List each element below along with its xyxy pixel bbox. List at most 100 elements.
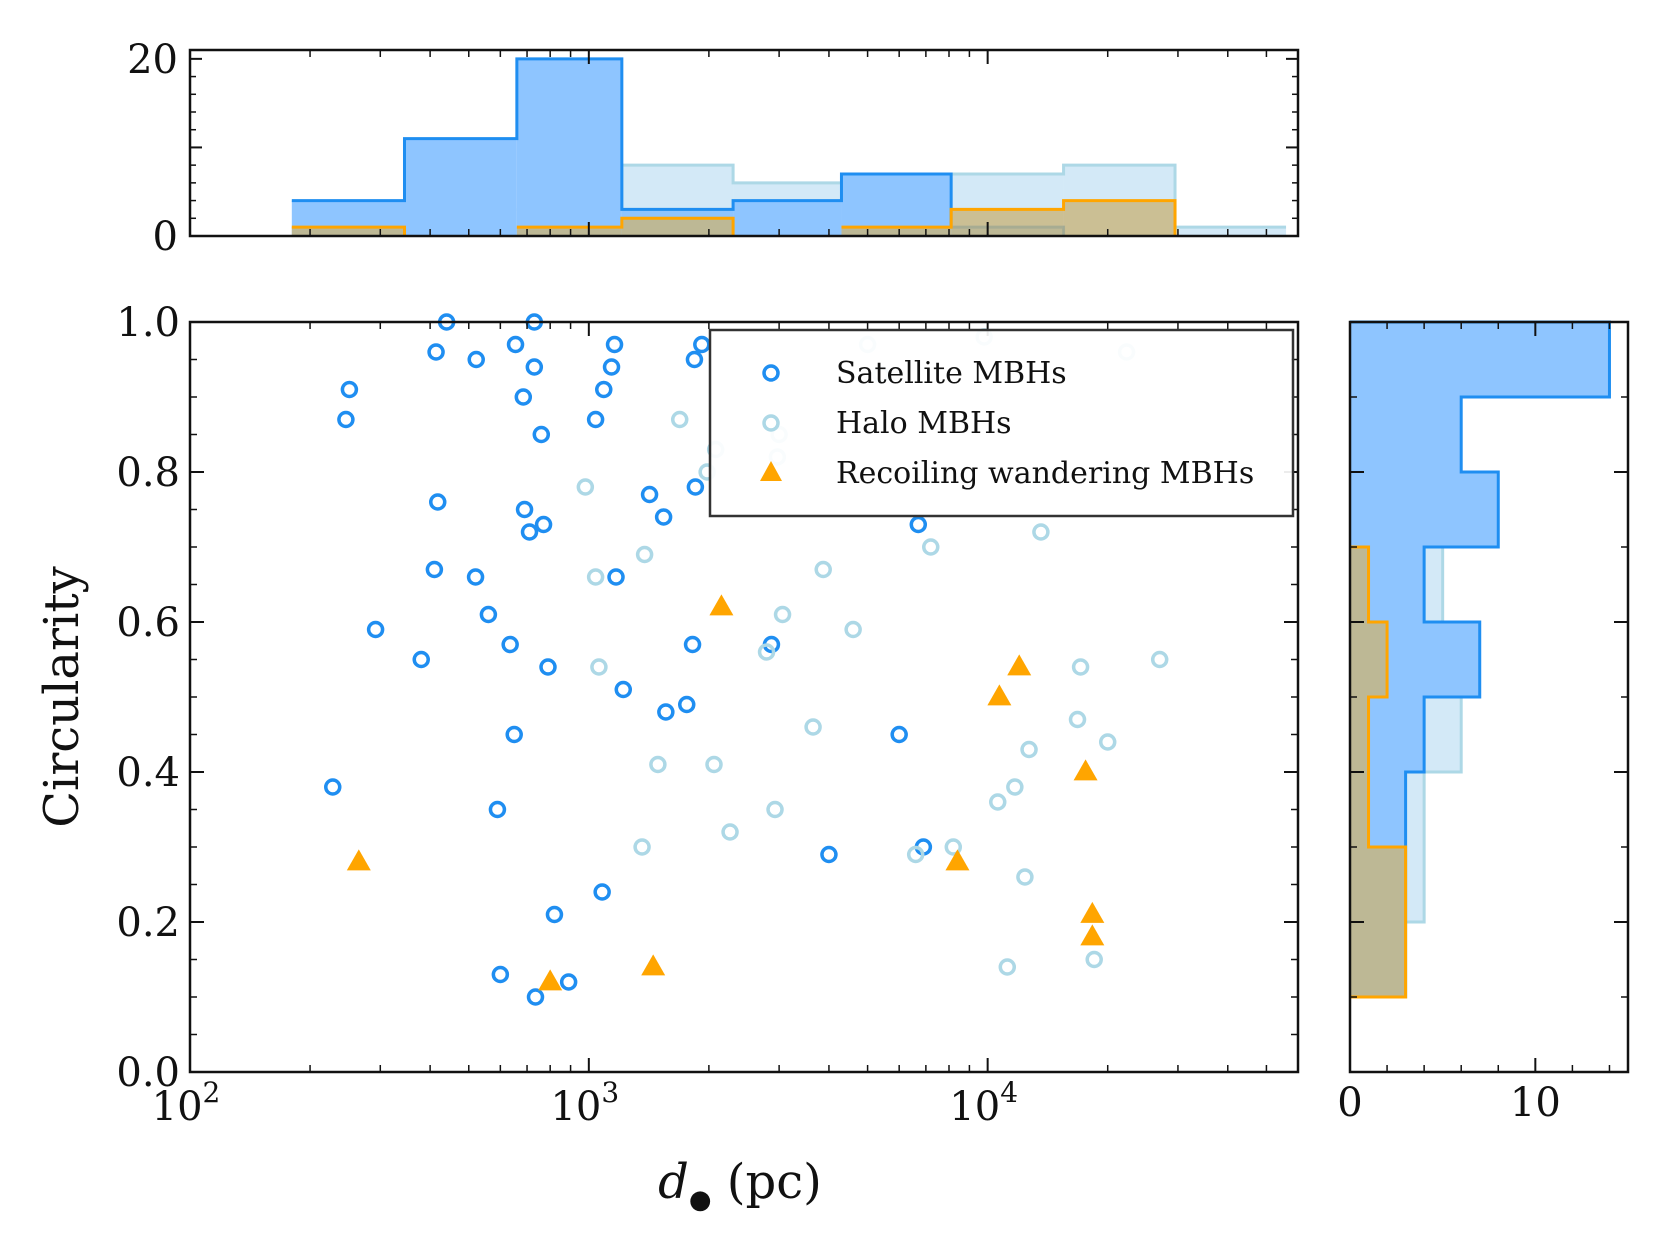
point-satellite-mbhs	[890, 725, 908, 744]
point-recoiling-wandering-mbhs	[641, 954, 666, 976]
point-satellite-mbhs	[593, 883, 611, 901]
point-halo-mbhs	[590, 658, 608, 676]
y-tick-label: 0.0	[116, 1050, 180, 1096]
top-hist-ytick-label: 20	[127, 37, 178, 83]
x-tick-label-exponent: 4	[1000, 1076, 1018, 1109]
point-halo-mbhs	[1032, 523, 1050, 541]
top-hist-ytick-label: 0	[153, 214, 178, 260]
point-halo-mbhs	[705, 755, 723, 774]
point-satellite-mbhs	[545, 905, 564, 924]
x-tick-label-base: 10	[949, 1084, 1000, 1130]
top-hist-bar-recoiling-wandering-mbhs	[951, 209, 1064, 236]
point-recoiling-wandering-mbhs	[1007, 654, 1032, 676]
right-hist-outline-recoiling-wandering-mbhs	[1350, 545, 1408, 999]
point-recoiling-wandering-mbhs	[945, 849, 970, 871]
point-satellite-mbhs	[520, 523, 539, 541]
point-satellite-mbhs	[337, 410, 355, 429]
right-hist-bar-recoiling-wandering-mbhs	[1350, 547, 1369, 622]
right-hist-bar-satellite-mbhs	[1350, 322, 1610, 397]
point-halo-mbhs	[1016, 868, 1034, 886]
top-hist-bar-satellite-mbhs	[516, 58, 622, 236]
right-histogram: 0 10	[1337, 320, 1630, 1126]
x-tick-label: 103	[550, 1076, 619, 1130]
y-tick-label: 0.6	[116, 600, 180, 646]
point-halo-mbhs	[773, 605, 792, 624]
x-tick-label-exponent: 3	[601, 1076, 619, 1109]
point-halo-mbhs	[757, 643, 776, 661]
top-hist-bar-recoiling-wandering-mbhs	[621, 218, 734, 236]
point-halo-mbhs	[814, 560, 832, 579]
top-hist-frame	[188, 48, 1300, 238]
x-axis-title-var: d	[658, 1154, 689, 1210]
right-hist-bar-recoiling-wandering-mbhs	[1350, 697, 1369, 772]
point-halo-mbhs	[1020, 740, 1038, 759]
point-satellite-mbhs	[657, 703, 675, 721]
point-halo-mbhs	[576, 478, 595, 496]
point-halo-mbhs	[1071, 658, 1090, 676]
point-satellite-mbhs	[340, 380, 359, 399]
point-recoiling-wandering-mbhs	[538, 969, 563, 991]
point-halo-mbhs	[1085, 950, 1103, 969]
top-histogram: 0 20	[127, 37, 1300, 260]
point-satellite-mbhs	[909, 515, 928, 534]
point-satellite-mbhs	[820, 845, 838, 864]
point-halo-mbhs	[635, 545, 654, 564]
right-hist-xtick-label: 10	[1510, 1080, 1561, 1126]
legend-box	[708, 328, 1295, 518]
point-recoiling-wandering-mbhs	[709, 594, 734, 616]
point-satellite-mbhs	[505, 725, 523, 744]
y-axis-title: Circularity	[34, 566, 90, 828]
point-satellite-mbhs	[686, 478, 705, 496]
point-satellite-mbhs	[605, 335, 624, 354]
point-satellite-mbhs	[425, 560, 444, 579]
top-hist-bar-recoiling-wandering-mbhs	[1063, 200, 1176, 236]
y-tick-label: 0.2	[116, 900, 180, 946]
point-satellite-mbhs	[685, 350, 704, 369]
legend: Satellite MBHs Halo MBHs Recoiling wanderi…	[708, 328, 1295, 518]
right-hist-bar-recoiling-wandering-mbhs	[1350, 772, 1369, 847]
point-satellite-mbhs	[683, 635, 702, 654]
y-tick-label: 0.8	[116, 450, 180, 496]
top-hist-bar-satellite-mbhs	[404, 138, 517, 236]
x-tick-label: 102	[152, 1076, 221, 1130]
right-hist-bar-satellite-mbhs	[1350, 397, 1462, 472]
point-halo-mbhs	[804, 718, 822, 736]
point-recoiling-wandering-mbhs	[1073, 759, 1098, 781]
point-satellite-mbhs	[479, 605, 498, 624]
legend-circle-icon	[762, 414, 780, 432]
point-halo-mbhs	[633, 838, 651, 856]
point-satellite-mbhs	[595, 380, 613, 399]
point-halo-mbhs	[649, 755, 667, 774]
point-satellite-mbhs	[466, 568, 485, 586]
x-axis-title: d● (pc)	[658, 1154, 822, 1215]
point-satellite-mbhs	[614, 680, 633, 699]
point-halo-mbhs	[766, 800, 784, 819]
top-hist-bar-satellite-mbhs	[733, 200, 842, 236]
point-satellite-mbhs	[526, 988, 545, 1006]
point-satellite-mbhs	[515, 500, 534, 519]
point-satellite-mbhs	[501, 635, 519, 654]
y-tick-label: 1.0	[116, 300, 180, 346]
point-satellite-mbhs	[514, 388, 533, 406]
point-halo-mbhs	[944, 838, 963, 856]
point-satellite-mbhs	[427, 343, 445, 361]
point-halo-mbhs	[922, 538, 940, 556]
legend-label: Recoiling wandering MBHs	[836, 456, 1254, 491]
point-satellite-mbhs	[654, 508, 673, 526]
point-halo-mbhs	[670, 410, 689, 429]
legend-label: Halo MBHs	[836, 406, 1012, 441]
right-hist-bar-recoiling-wandering-mbhs	[1350, 847, 1406, 922]
point-halo-mbhs	[586, 568, 605, 586]
x-axis-title-unit: (pc)	[712, 1154, 822, 1210]
point-halo-mbhs	[721, 823, 739, 841]
top-hist-bar-recoiling-wandering-mbhs	[516, 227, 622, 236]
point-satellite-mbhs	[607, 568, 625, 586]
point-recoiling-wandering-mbhs	[346, 849, 371, 871]
point-halo-mbhs	[1068, 710, 1087, 729]
point-satellite-mbhs	[534, 515, 553, 534]
x-axis-title-subscript: ●	[689, 1185, 712, 1215]
x-tick-label: 104	[949, 1076, 1018, 1130]
right-hist-bar-recoiling-wandering-mbhs	[1350, 922, 1406, 997]
x-tick-label-base: 10	[550, 1084, 601, 1130]
